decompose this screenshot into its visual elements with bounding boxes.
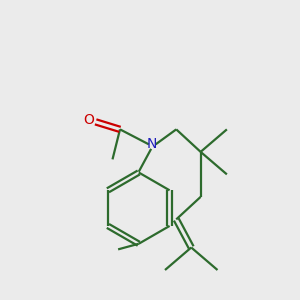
Text: O: O	[83, 113, 94, 127]
Text: N: N	[147, 137, 157, 152]
